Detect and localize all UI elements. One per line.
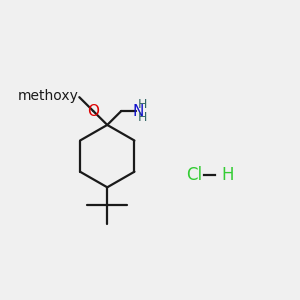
Text: Cl: Cl xyxy=(187,166,202,184)
Text: H: H xyxy=(137,112,147,124)
Text: H: H xyxy=(137,98,147,111)
Text: O: O xyxy=(87,103,99,118)
Text: methoxy: methoxy xyxy=(17,89,78,103)
Text: H: H xyxy=(221,166,234,184)
Text: N: N xyxy=(132,103,144,118)
